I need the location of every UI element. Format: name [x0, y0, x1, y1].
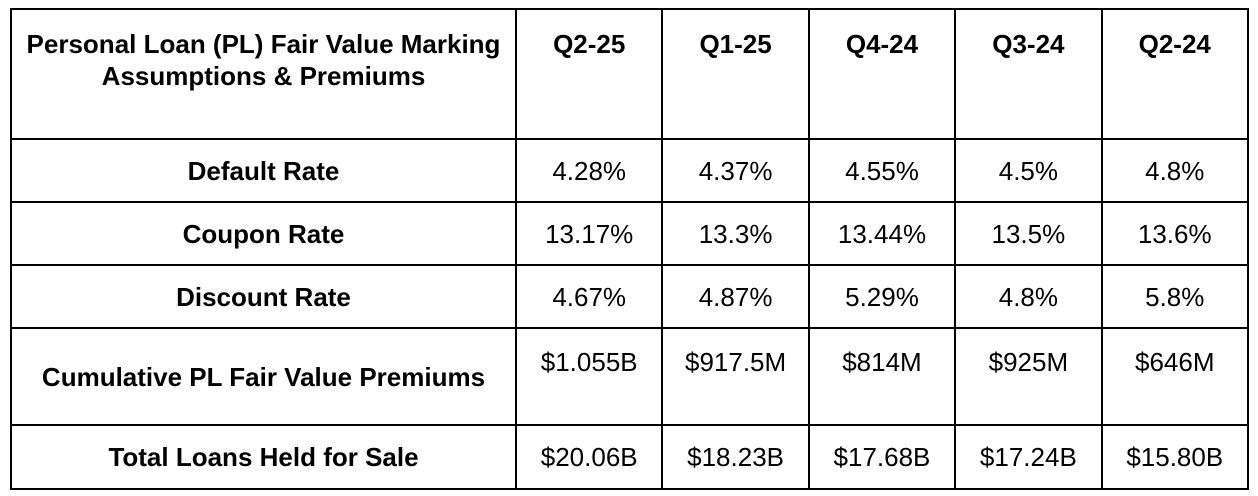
pl-fair-value-table: Personal Loan (PL) Fair Value Marking As… — [10, 8, 1249, 490]
column-header: Q2-24 — [1100, 8, 1249, 140]
table-cell: $646M — [1100, 327, 1249, 426]
table-cell: 4.8% — [1100, 138, 1249, 203]
table-cell: 5.8% — [1100, 264, 1249, 329]
table-cell: $925M — [954, 327, 1103, 426]
header-title: Personal Loan (PL) Fair Value Marking As… — [10, 8, 517, 140]
table-row: Cumulative PL Fair Value Premiums $1.055… — [10, 327, 1249, 426]
table-container: Personal Loan (PL) Fair Value Marking As… — [10, 8, 1249, 490]
table-cell: $15.80B — [1100, 424, 1249, 490]
column-header: Q3-24 — [954, 8, 1103, 140]
table-cell: 4.8% — [954, 264, 1103, 329]
table-cell: $17.24B — [954, 424, 1103, 490]
table-cell: 5.29% — [807, 264, 957, 329]
table-row: Discount Rate 4.67% 4.87% 5.29% 4.8% 5.8… — [10, 264, 1249, 329]
column-header: Q4-24 — [807, 8, 957, 140]
table-cell: 4.67% — [514, 264, 664, 329]
table-cell: 4.87% — [661, 264, 810, 329]
row-label: Coupon Rate — [10, 201, 517, 266]
table-row: Default Rate 4.28% 4.37% 4.55% 4.5% 4.8% — [10, 138, 1249, 203]
table-header-row: Personal Loan (PL) Fair Value Marking As… — [10, 8, 1249, 140]
row-label: Cumulative PL Fair Value Premiums — [10, 327, 517, 426]
table-row: Coupon Rate 13.17% 13.3% 13.44% 13.5% 13… — [10, 201, 1249, 266]
table-cell: 13.44% — [807, 201, 957, 266]
table-cell: 4.28% — [514, 138, 664, 203]
table-row: Total Loans Held for Sale $20.06B $18.23… — [10, 424, 1249, 490]
table-cell: $20.06B — [514, 424, 664, 490]
row-label: Default Rate — [10, 138, 517, 203]
row-label: Total Loans Held for Sale — [10, 424, 517, 490]
table-cell: 13.17% — [514, 201, 664, 266]
table-cell: $917.5M — [661, 327, 810, 426]
table-cell: $1.055B — [514, 327, 664, 426]
table-cell: $18.23B — [661, 424, 810, 490]
column-header: Q2-25 — [514, 8, 664, 140]
table-cell: 4.37% — [661, 138, 810, 203]
table-cell: 13.5% — [954, 201, 1103, 266]
table-cell: 4.5% — [954, 138, 1103, 203]
table-cell: $17.68B — [807, 424, 957, 490]
row-label: Discount Rate — [10, 264, 517, 329]
table-cell: 13.6% — [1100, 201, 1249, 266]
table-cell: 4.55% — [807, 138, 957, 203]
column-header: Q1-25 — [661, 8, 810, 140]
table-cell: $814M — [807, 327, 957, 426]
table-cell: 13.3% — [661, 201, 810, 266]
